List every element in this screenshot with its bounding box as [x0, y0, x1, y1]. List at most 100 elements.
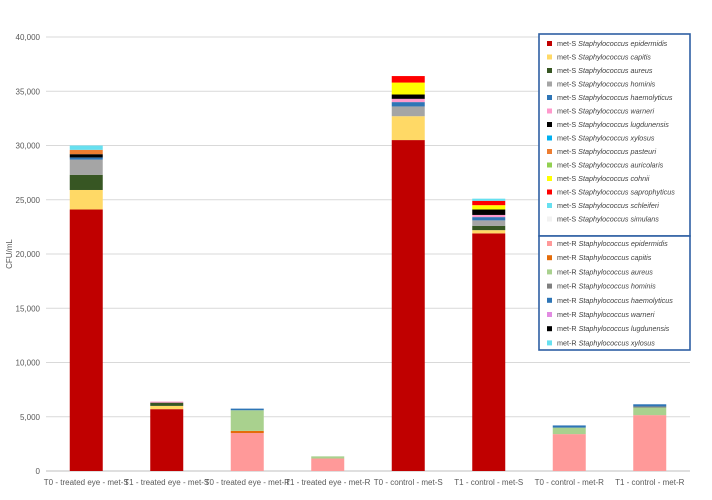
bar-segment [69, 209, 103, 471]
legend-species: Staphylococcus lugdunensis [579, 324, 670, 333]
legend-species: Staphylococcus capitis [579, 253, 652, 262]
legend-swatch [547, 149, 552, 154]
bar-segment [633, 406, 667, 408]
bar-segment [391, 98, 425, 103]
legend-species: Staphylococcus warneri [579, 310, 655, 319]
bar-segment [69, 189, 103, 210]
legend-species: Staphylococcus lugdunensis [578, 120, 669, 129]
legend-species: Staphylococcus schleiferi [578, 201, 659, 210]
legend-swatch [547, 297, 552, 303]
bar-segment [472, 200, 506, 206]
bar-segment [150, 405, 184, 410]
legend-swatch [547, 283, 552, 289]
legend-swatch [547, 162, 552, 168]
legend-entry: met-R Staphylococcus epidermidis [557, 239, 668, 248]
bar-segment [150, 409, 184, 471]
legend-prefix: met-S [557, 107, 576, 116]
bar-segment [472, 225, 506, 231]
x-tick-label: T1 - control - met-S [454, 478, 523, 487]
legend-species: Staphylococcus xylosus [578, 134, 655, 143]
legend-prefix: met-R [557, 338, 577, 347]
legend-swatch [547, 122, 552, 127]
legend-entry: met-S Staphylococcus aureus [557, 66, 653, 75]
y-tick-label: 40,000 [16, 33, 41, 42]
legend-swatch [547, 108, 552, 114]
legend-entry: met-R Staphylococcus lugdunensis [557, 324, 670, 333]
legend-species: Staphylococcus epidermidis [579, 239, 668, 248]
legend-species: Staphylococcus aureus [579, 267, 654, 276]
legend-entry: met-S Staphylococcus capitis [557, 53, 651, 62]
legend-prefix: met-S [557, 174, 576, 183]
bar-segment [69, 157, 103, 160]
legend-species: Staphylococcus aureus [578, 66, 653, 75]
legend-prefix: met-S [557, 134, 576, 143]
x-axis: T0 - treated eye - met-ST1 - treated eye… [44, 478, 685, 487]
y-axis-label: CFU/mL [5, 239, 14, 269]
bar-segment [472, 198, 506, 201]
legend-entry: met-R Staphylococcus warneri [557, 310, 655, 319]
bar-segment [391, 106, 425, 117]
bar-segment [311, 456, 345, 459]
legend-prefix: met-S [557, 188, 576, 197]
legend-entry: met-S Staphylococcus cohnii [557, 174, 650, 183]
x-tick-label: T0 - treated eye - met-R [205, 478, 291, 487]
x-tick-label: T0 - control - met-S [374, 478, 443, 487]
y-tick-label: 5,000 [20, 413, 41, 422]
legend-prefix: met-S [557, 39, 576, 48]
legend-entry: met-S Staphylococcus pasteuri [557, 147, 656, 156]
legend-prefix: met-S [557, 66, 576, 75]
legend-prefix: met-S [557, 80, 576, 89]
legend-species: Staphylococcus pasteuri [578, 147, 656, 156]
bar-segment [311, 458, 345, 471]
legend-prefix: met-R [557, 253, 577, 262]
legend-swatch [547, 189, 552, 195]
legend-entry: met-S Staphylococcus haemolyticus [557, 93, 673, 102]
x-tick-label: T0 - control - met-R [535, 478, 605, 487]
bar-segment [391, 82, 425, 95]
legend-swatch [547, 95, 552, 100]
legend-swatch [547, 176, 552, 181]
legend-entry: met-S Staphylococcus simulans [557, 215, 659, 224]
bars [69, 76, 667, 471]
bar-segment [69, 149, 103, 155]
legend-swatch [547, 216, 552, 222]
bar-segment [633, 415, 667, 471]
legend-entry: met-S Staphylococcus xylosus [557, 134, 655, 143]
x-tick-label: T0 - treated eye - met-S [44, 478, 129, 487]
legend-species: Staphylococcus haemolyticus [579, 296, 674, 305]
legend-prefix: met-S [557, 215, 576, 224]
bar-segment [69, 154, 103, 158]
legend-prefix: met-S [557, 147, 576, 156]
legend-prefix: met-R [557, 239, 577, 248]
y-tick-label: 15,000 [16, 304, 41, 313]
legend-swatch [547, 135, 552, 141]
legend-entry: met-R Staphylococcus capitis [557, 253, 652, 262]
bar-segment [150, 402, 184, 406]
legend-species: Staphylococcus capitis [578, 53, 651, 62]
legend-swatch [547, 326, 552, 332]
legend-prefix: met-R [557, 267, 577, 276]
legend-swatch [547, 68, 552, 73]
legend-entry: met-S Staphylococcus warneri [557, 107, 654, 116]
x-tick-label: T1 - treated eye - met-S [124, 478, 209, 487]
x-tick-label: T1 - control - met-R [615, 478, 685, 487]
legend-entry: met-S Staphylococcus schleiferi [557, 201, 659, 210]
legend-species: Staphylococcus cohnii [578, 174, 650, 183]
legend-species: Staphylococcus simulans [578, 215, 659, 224]
bar-segment [69, 159, 103, 175]
legend-swatch [547, 312, 552, 317]
legend-prefix: met-S [557, 53, 576, 62]
legend-prefix: met-R [557, 310, 577, 319]
bar-segment [472, 230, 506, 234]
bar-segment [230, 408, 264, 411]
legend-entry: met-S Staphylococcus lugdunensis [557, 120, 669, 129]
legend-species: Staphylococcus haemolyticus [578, 93, 673, 102]
bar-segment [391, 94, 425, 99]
legend-species: Staphylococcus hominis [578, 80, 656, 89]
legend-entry: met-S Staphylococcus hominis [557, 80, 656, 89]
legend-entry: met-S Staphylococcus saprophyticus [557, 188, 675, 197]
legend-entry: met-S Staphylococcus epidermidis [557, 39, 668, 48]
y-tick-label: 0 [36, 467, 41, 476]
bar-segment [472, 220, 506, 226]
legend-swatch [547, 255, 552, 261]
